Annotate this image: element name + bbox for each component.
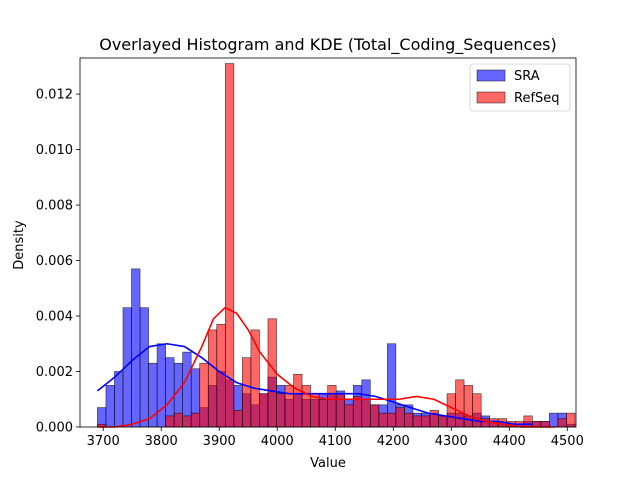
bar-refseq-30 — [352, 396, 363, 428]
y-axis-label: Density — [12, 220, 27, 270]
axes-frame — [79, 57, 577, 428]
bar-sra-53 — [549, 412, 559, 428]
bar-refseq-22 — [284, 385, 294, 428]
plot-area: 3700 3800 3900 4000 4100 4200 4300 4400 4500 0.00… — [36, 57, 584, 449]
bar-refseq-21 — [276, 393, 286, 428]
bar-refseq-14 — [216, 324, 226, 428]
bar-refseq-55 — [566, 412, 576, 428]
bar-refseq-50 — [523, 415, 533, 428]
y-tick-label-2: 0.004 — [36, 310, 73, 325]
y-tick-label-6: 0.012 — [36, 88, 73, 103]
x-tick-label-4200: 4200 — [377, 434, 410, 449]
bar-refseq-9 — [173, 412, 183, 428]
y-tick-label-5: 0.010 — [36, 143, 73, 158]
bar-refseq-11 — [190, 412, 201, 428]
legend-label-sra: SRA — [514, 69, 540, 84]
bar-refseq-12 — [199, 362, 209, 428]
x-tick-label-3900: 3900 — [203, 434, 236, 449]
bar-sra-5 — [139, 307, 149, 428]
legend-label-refseq: RefSeq — [514, 91, 560, 106]
legend: SRA RefSeq — [469, 63, 571, 112]
bar-sra-7 — [156, 343, 166, 428]
x-tick-label-3700: 3700 — [87, 434, 120, 449]
bar-refseq-34 — [387, 412, 397, 428]
y-tick-label-3: 0.006 — [36, 254, 73, 269]
bar-refseq-13 — [207, 329, 218, 428]
bar-refseq-36 — [404, 412, 414, 428]
bar-refseq-40 — [438, 415, 448, 428]
kde-line-refseq — [97, 306, 556, 428]
bar-refseq-32 — [369, 404, 380, 428]
bar-refseq-42 — [455, 379, 465, 428]
bar-sra-1 — [105, 385, 115, 428]
bar-refseq-33 — [378, 412, 388, 428]
bar-refseq-41 — [446, 393, 456, 428]
x-tick-label-3800: 3800 — [145, 434, 178, 449]
legend-swatch-sra — [476, 69, 506, 82]
bar-sra-2 — [114, 371, 124, 428]
x-tick-label-4000: 4000 — [261, 434, 294, 449]
bar-refseq-16 — [233, 410, 243, 428]
bar-sra-6 — [148, 362, 158, 428]
kde-line-sra — [96, 342, 533, 426]
bar-refseq-31 — [361, 398, 371, 428]
bar-refseq-15 — [225, 63, 235, 428]
bar-sra-4 — [131, 268, 141, 428]
bar-refseq-26 — [318, 398, 328, 428]
x-axis-label: Value — [310, 456, 346, 471]
y-tick-label-4: 0.008 — [36, 199, 73, 214]
x-tick-label-4300: 4300 — [435, 434, 468, 449]
x-tick-label-4400: 4400 — [493, 434, 526, 449]
bar-refseq-19 — [259, 393, 269, 428]
bar-refseq-23 — [293, 373, 303, 428]
bar-refseq-10 — [182, 415, 192, 428]
y-tick-label-0: 0.000 — [36, 421, 73, 436]
bar-refseq-52 — [540, 421, 550, 428]
bar-refseq-54 — [557, 418, 567, 428]
bar-refseq-25 — [310, 393, 320, 428]
x-tick-label-4100: 4100 — [319, 434, 352, 449]
y-tick-label-1: 0.002 — [36, 365, 73, 380]
x-tick-label-4500: 4500 — [551, 434, 584, 449]
bar-refseq-37 — [412, 415, 422, 428]
bar-refseq-51 — [532, 421, 542, 428]
chart-title: Overlayed Histogram and KDE (Total_Codin… — [99, 35, 557, 55]
bar-refseq-29 — [344, 404, 354, 428]
bar-refseq-17 — [242, 357, 252, 428]
bar-refseq-35 — [395, 407, 405, 428]
legend-swatch-refseq — [476, 91, 506, 104]
bar-refseq-8 — [165, 415, 175, 428]
bar-refseq-38 — [421, 415, 431, 428]
bar-refseq-27 — [327, 385, 337, 428]
